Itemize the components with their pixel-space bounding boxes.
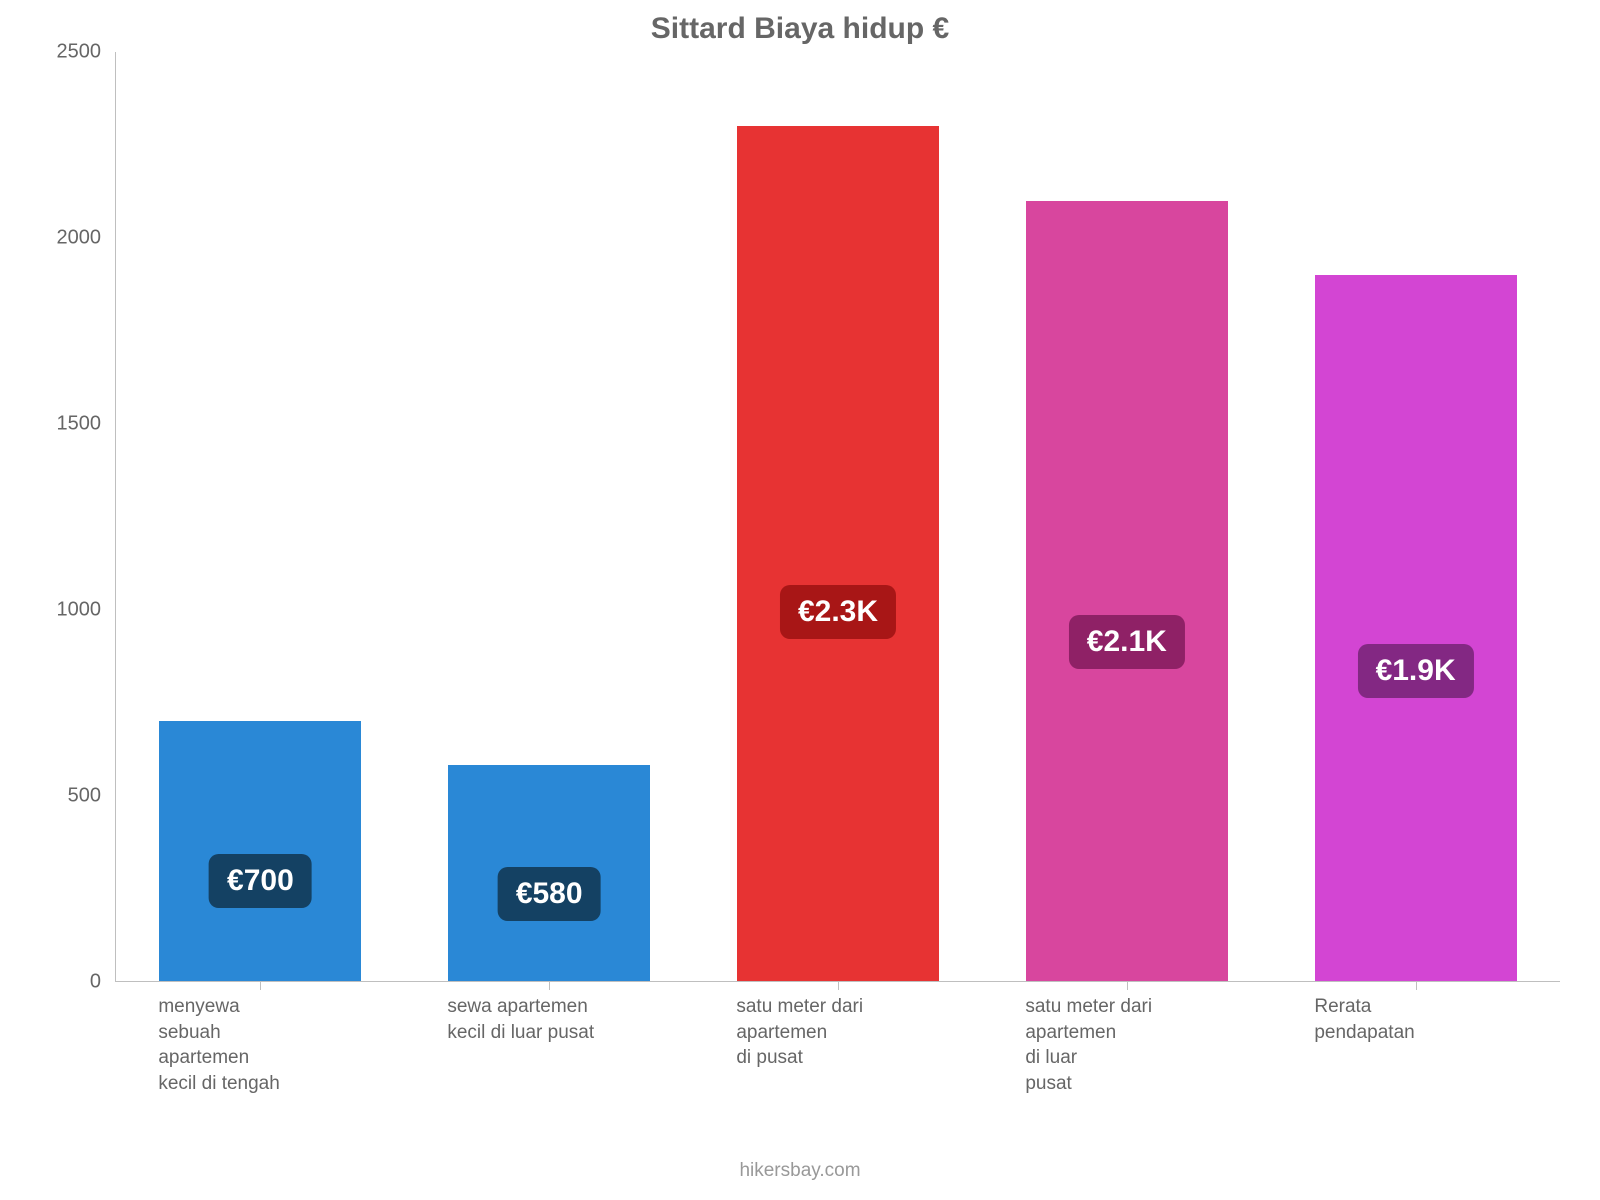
x-tick-mark [838,982,839,990]
bar-value-label: €700 [209,854,312,908]
chart-title: Sittard Biaya hidup € [30,12,1570,46]
chart-container: Sittard Biaya hidup € 0 500 1000 1500 2000 25… [0,0,1600,1200]
x-tick-mark [549,982,550,990]
x-tick-label: satu meter dari apartemen di pusat [736,994,938,1071]
y-tick-label: 500 [68,785,101,808]
bar-value-label: €2.1K [1069,615,1185,669]
x-axis: menyewa sebuah apartemen kecil di tengah… [115,982,1560,1152]
plot-region: €700 €580 €2.3K €2.1K €1.9K [115,52,1560,982]
chart-bar: €580 [448,765,650,981]
x-tick-label: satu meter dari apartemen di luar pusat [1025,994,1227,1097]
x-tick-label: menyewa sebuah apartemen kecil di tengah [158,994,360,1097]
bar-value-label: €580 [498,867,601,921]
y-tick-label: 2500 [57,41,102,64]
chart-source: hikersbay.com [0,1160,1600,1182]
bars-layer: €700 €580 €2.3K €2.1K €1.9K [116,52,1560,981]
x-tick-mark [1416,982,1417,990]
y-tick-label: 1500 [57,413,102,436]
chart-plot-area: 05001000150020002500 €700€580€2.3K€2.1K€… [30,52,1570,982]
y-axis: 05001000150020002500 [30,52,115,982]
bar-value-label: €2.3K [780,585,896,639]
chart-bar: €2.3K [737,126,939,981]
y-tick-label: 0 [90,971,101,994]
x-tick-mark [1127,982,1128,990]
x-tick-label: sewa apartemen kecil di luar pusat [447,994,649,1045]
x-tick-mark [260,982,261,990]
y-tick-label: 2000 [57,227,102,250]
y-tick-label: 1000 [57,599,102,622]
x-tick-label: Rerata pendapatan [1314,994,1516,1045]
chart-bar: €1.9K [1315,275,1517,981]
chart-bar: €700 [159,721,361,981]
bar-value-label: €1.9K [1358,644,1474,698]
chart-bar: €2.1K [1026,201,1228,981]
